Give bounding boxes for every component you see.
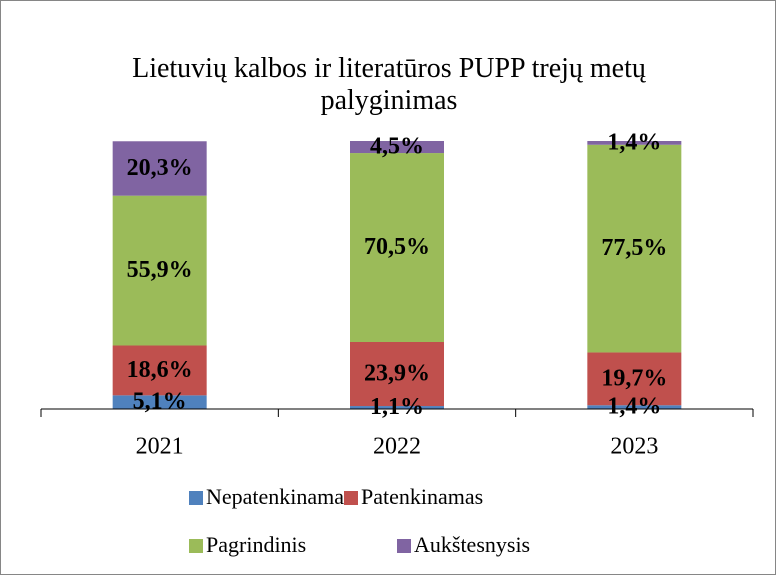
legend-label: Nepatenkinamas (206, 484, 353, 509)
data-label: 1,4% (607, 394, 661, 420)
bar-segment (587, 141, 682, 145)
legend-swatch (344, 491, 358, 505)
legend-label: Aukštesnysis (414, 532, 530, 557)
bar-segment (350, 141, 444, 154)
legend-label: Pagrindinis (206, 532, 306, 557)
bar-segment (587, 144, 682, 353)
data-label: 1,1% (370, 394, 424, 420)
legend-swatch (189, 491, 203, 505)
bar-segment (587, 405, 682, 409)
data-label: 55,9% (127, 257, 193, 283)
bar-segment (350, 342, 444, 407)
data-label: 20,3% (127, 155, 193, 181)
chart-title: Lietuvių kalbos ir literatūros PUPP trej… (132, 53, 646, 116)
x-tick-label: 2023 (610, 434, 658, 460)
data-label: 18,6% (127, 357, 193, 383)
bar-segment (350, 406, 444, 409)
bar-segment (587, 352, 682, 406)
data-label: 4,5% (370, 134, 424, 160)
data-label: 77,5% (601, 235, 667, 261)
x-tick-label: 2021 (136, 434, 184, 460)
bar-segment (112, 395, 207, 409)
bar-segment (112, 195, 207, 346)
bar-segment (350, 153, 444, 342)
data-label: 5,1% (133, 389, 187, 415)
bar-segment (112, 141, 207, 196)
data-label: 19,7% (601, 365, 667, 391)
data-label: 1,4% (607, 129, 661, 155)
legend-label: Patenkinamas (361, 484, 483, 509)
legend-swatch (189, 539, 203, 553)
bar-segment (112, 345, 207, 396)
data-label: 23,9% (364, 361, 430, 387)
legend-swatch (397, 539, 411, 553)
x-tick-label: 2022 (373, 434, 421, 460)
data-label: 70,5% (364, 234, 430, 260)
